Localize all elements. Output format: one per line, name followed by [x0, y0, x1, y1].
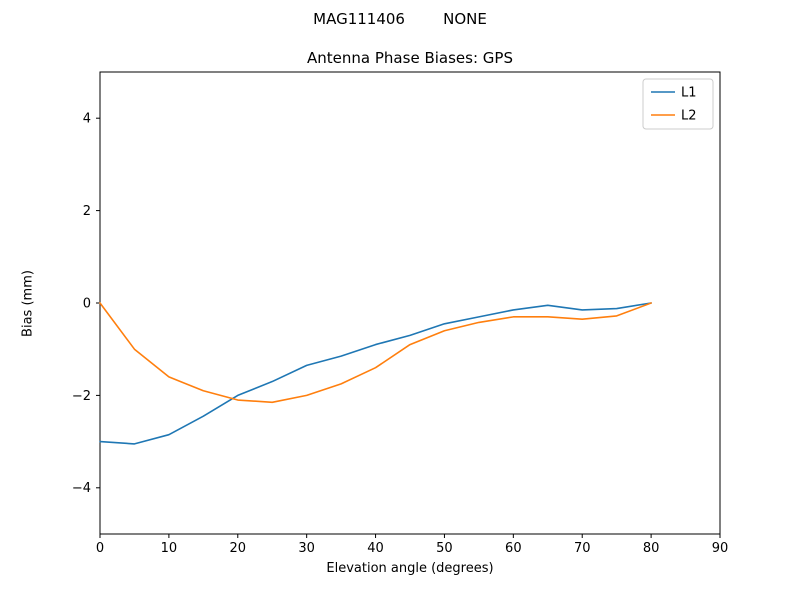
x-tick-label: 70: [574, 541, 591, 556]
y-axis-label: Bias (mm): [20, 270, 36, 337]
x-tick-label: 20: [230, 541, 247, 556]
y-tick-label: 2: [83, 204, 91, 219]
y-tick-label: 4: [83, 112, 91, 127]
y-tick-label: −2: [72, 389, 91, 404]
x-tick-label: 10: [161, 541, 178, 556]
series-line-l1: [99, 302, 652, 445]
chart-title: Antenna Phase Biases: GPS: [307, 49, 513, 67]
x-tick-label: 30: [298, 541, 315, 556]
legend-box: [642, 78, 714, 130]
x-tick-label: 90: [712, 541, 729, 556]
legend-label-l1: L1: [681, 85, 697, 100]
y-axis-ticks: −4 −2 0 2 4: [72, 112, 100, 496]
y-tick-label: −4: [72, 481, 91, 496]
figure-suptitle: MAG111406 NONE: [313, 10, 487, 28]
x-axis-label: Elevation angle (degrees): [326, 561, 494, 576]
series-line-l2: [99, 302, 652, 404]
x-tick-label: 50: [436, 541, 453, 556]
x-tick-label: 80: [643, 541, 660, 556]
y-tick-label: 0: [83, 296, 91, 311]
x-axis-ticks: 0 10 20 30 40 50 60 70 80 90: [96, 534, 728, 556]
legend-label-l2: L2: [681, 108, 697, 123]
axes-frame: [99, 71, 721, 535]
x-tick-label: 60: [505, 541, 522, 556]
x-tick-label: 40: [367, 541, 384, 556]
x-tick-label: 0: [96, 541, 104, 556]
legend: L1 L2: [642, 78, 714, 130]
